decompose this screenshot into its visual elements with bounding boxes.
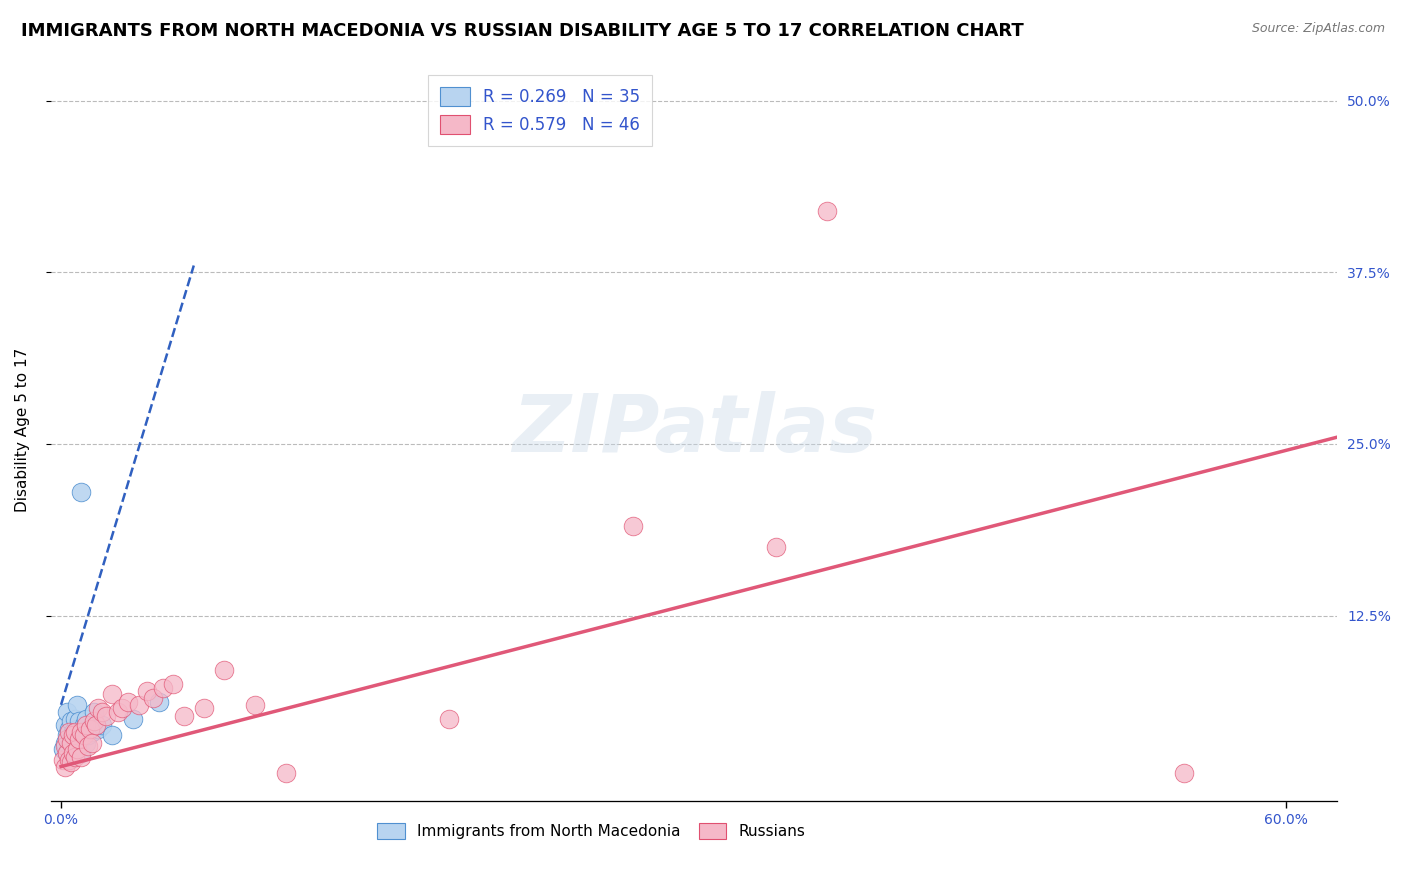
Point [70,728,93,742]
Point [65,712,87,726]
Point [52,753,75,767]
Point [62,746,84,760]
Point [80,736,103,750]
Point [142,690,165,705]
Point [56,705,79,719]
Point [53,718,76,732]
Point [121,712,143,726]
Point [76,739,98,753]
Point [62,728,84,742]
Point [193,700,215,714]
Point [58,723,80,737]
Point [75,736,97,750]
Point [65,750,87,764]
Point [60,714,83,729]
Point [66,741,89,756]
Point [111,700,134,714]
Point [621,519,644,533]
Point [56,746,79,760]
Point [135,684,157,698]
Point [70,485,93,500]
Point [67,736,90,750]
Point [66,723,89,737]
Point [53,739,76,753]
Point [72,728,94,742]
Point [80,725,103,739]
Point [243,698,266,712]
Point [62,725,84,739]
Point [75,712,97,726]
Point [56,728,79,742]
Point [66,698,89,712]
Point [66,739,89,753]
Point [162,677,184,691]
Point [65,732,87,747]
Point [56,732,79,747]
Point [1173,766,1195,780]
Point [53,736,76,750]
Text: ZIPatlas: ZIPatlas [512,392,876,469]
Point [70,750,93,764]
Point [60,732,83,747]
Y-axis label: Disability Age 5 to 17: Disability Age 5 to 17 [15,348,30,512]
Point [58,753,80,767]
Point [815,203,838,218]
Point [173,708,195,723]
Legend: Immigrants from North Macedonia, Russians: Immigrants from North Macedonia, Russian… [371,817,811,845]
Point [128,698,150,712]
Point [437,712,460,726]
Point [274,766,297,780]
Point [70,746,93,760]
Point [60,756,83,770]
Point [87,723,110,737]
Point [67,732,90,747]
Point [60,746,83,760]
Point [52,741,75,756]
Point [56,746,79,760]
Point [214,664,236,678]
Point [65,746,87,760]
Text: IMMIGRANTS FROM NORTH MACEDONIA VS RUSSIAN DISABILITY AGE 5 TO 17 CORRELATION CH: IMMIGRANTS FROM NORTH MACEDONIA VS RUSSI… [21,22,1024,40]
Point [765,540,787,554]
Point [152,681,174,696]
Point [117,695,139,709]
Point [75,718,97,732]
Point [87,700,110,714]
Point [90,705,112,719]
Point [60,736,83,750]
Point [65,725,87,739]
Point [58,739,80,753]
Point [148,695,170,709]
Text: Source: ZipAtlas.com: Source: ZipAtlas.com [1251,22,1385,36]
Point [70,725,93,739]
Point [101,728,124,742]
Point [84,718,107,732]
Point [76,728,98,742]
Point [79,723,101,737]
Point [58,725,80,739]
Point [101,687,124,701]
Point [53,759,76,773]
Point [67,714,90,729]
Point [62,741,84,756]
Point [83,714,105,729]
Point [83,705,105,719]
Point [72,718,94,732]
Point [90,718,112,732]
Point [107,705,129,719]
Point [94,708,117,723]
